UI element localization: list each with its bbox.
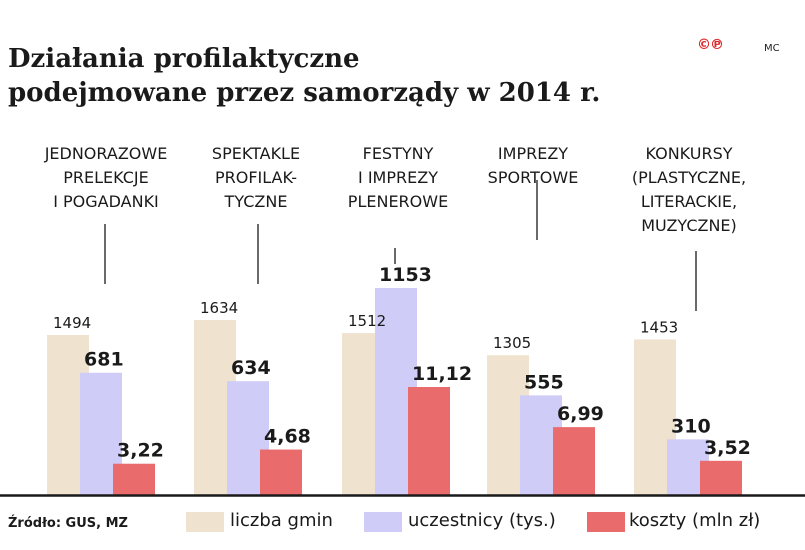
category-label-3-line-3: PLENEROWE [347, 192, 449, 211]
value-label-gminy-4: 1305 [493, 334, 531, 352]
value-label-gminy-1: 1494 [53, 314, 91, 332]
title-line-2: podejmowane przez samorządy w 2014 r. [8, 78, 601, 108]
category-label-2: SPEKTAKLE PROFILAK- TYCZNE [181, 142, 331, 214]
value-label-koszty-2: 4,68 [264, 426, 311, 448]
value-label-uczestnicy-4: 555 [524, 371, 564, 393]
category-label-2-line-2: PROFILAK- [214, 168, 298, 187]
category-label-1: JEDNORAZOWE PRELEKCJE I POGADANKI [31, 142, 181, 214]
bar-koszty-4 [553, 427, 595, 495]
legend-swatch-koszty [587, 512, 625, 532]
legend-swatch-gminy [186, 512, 224, 532]
category-label-4: IMPREZY SPORTOWE [458, 142, 608, 190]
bar-koszty-2 [260, 449, 302, 495]
source-note: Źródło: GUS, MZ [8, 516, 128, 531]
bar-koszty-1 [113, 463, 155, 495]
title-line-1: Działania profilaktyczne [8, 44, 360, 74]
category-label-3-line-2: I IMPREZY [358, 168, 438, 187]
legend-label-uczestnicy: uczestnicy (tys.) [408, 510, 556, 531]
category-label-5-line-4: MUZYCZNE) [641, 216, 737, 235]
legend-swatch-uczestnicy [364, 512, 402, 532]
value-label-uczestnicy-3: 1153 [379, 264, 432, 286]
category-label-5-line-2: (PLASTYCZNE, [631, 168, 747, 187]
value-label-koszty-3: 11,12 [412, 363, 472, 385]
value-label-uczestnicy-2: 634 [231, 357, 271, 379]
chart-title: Działania profilaktyczne podejmowane prz… [8, 42, 600, 110]
legend-label-koszty: koszty (mln zł) [629, 510, 761, 531]
legend-label-gminy: liczba gmin [230, 510, 333, 531]
category-label-2-line-3: TYCZNE [224, 192, 288, 211]
value-label-koszty-5: 3,52 [704, 437, 751, 459]
bar-koszty-3 [408, 387, 450, 495]
category-label-5-line-3: LITERACKIE, [640, 192, 738, 211]
value-label-gminy-3: 1512 [348, 312, 386, 330]
category-label-1-line-2: PRELEKCJE [63, 168, 149, 187]
value-label-gminy-5: 1453 [640, 318, 678, 336]
category-label-1-line-3: I POGADANKI [53, 192, 159, 211]
category-label-3-line-1: FESTYNY [362, 144, 434, 163]
category-label-3: FESTYNY I IMPREZY PLENEROWE [323, 142, 473, 214]
bar-koszty-5 [700, 460, 742, 495]
category-label-4-line-1: IMPREZY [497, 144, 569, 163]
category-label-2-line-1: SPEKTAKLE [211, 144, 301, 163]
publisher-logo: ©℗ [697, 37, 724, 53]
value-label-koszty-4: 6,99 [557, 403, 604, 425]
category-label-4-line-2: SPORTOWE [487, 168, 579, 187]
value-label-uczestnicy-5: 310 [671, 415, 711, 437]
value-label-gminy-2: 1634 [200, 299, 238, 317]
category-label-1-line-1: JEDNORAZOWE [44, 144, 168, 163]
value-label-koszty-1: 3,22 [117, 440, 164, 462]
category-label-5-line-1: KONKURSY [645, 144, 733, 163]
category-label-5: KONKURSY (PLASTYCZNE, LITERACKIE, MUZYCZ… [614, 142, 764, 238]
value-label-uczestnicy-1: 681 [84, 349, 124, 371]
author-initials: MC [764, 43, 780, 54]
